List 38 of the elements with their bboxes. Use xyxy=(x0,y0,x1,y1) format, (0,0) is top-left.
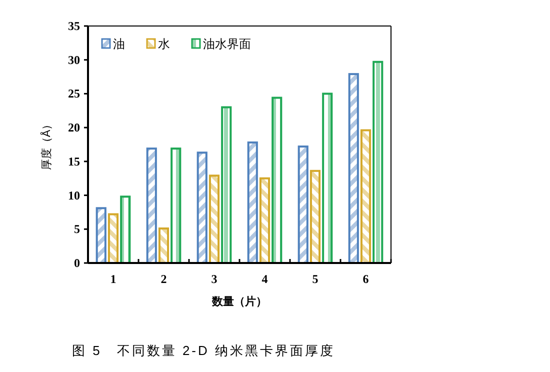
bar xyxy=(298,146,308,264)
x-axis-title: 数量（片） xyxy=(211,295,267,308)
bar xyxy=(170,148,182,264)
y-axis-title: 厚度（Å） xyxy=(40,118,53,170)
bar xyxy=(259,177,270,264)
bar xyxy=(120,196,131,264)
bar xyxy=(272,96,282,264)
x-tick-label: 4 xyxy=(262,272,268,286)
legend-label: 油水界面 xyxy=(203,37,251,51)
x-tick-label: 2 xyxy=(160,272,167,286)
bar xyxy=(322,92,333,264)
x-tick-label: 5 xyxy=(312,272,318,286)
y-tick-label: 30 xyxy=(68,52,80,67)
y-tick-label: 0 xyxy=(74,256,80,270)
bar xyxy=(208,174,220,264)
legend-label: 油 xyxy=(113,37,125,51)
y-tick-label: 5 xyxy=(74,222,80,236)
bar xyxy=(96,207,106,264)
y-tick-label: 35 xyxy=(68,19,80,33)
legend-label: 水 xyxy=(158,37,170,51)
caption: 图 5 不同数量 2-D 纳米黑卡界面厚度 xyxy=(72,343,336,358)
y-tick-label: 25 xyxy=(68,86,80,101)
x-tick-label: 1 xyxy=(110,272,116,286)
y-tick-label: 10 xyxy=(68,188,80,202)
bar xyxy=(158,227,170,264)
y-tick-label: 20 xyxy=(68,120,80,135)
bar xyxy=(196,152,208,264)
bar xyxy=(360,129,372,264)
bar xyxy=(372,60,384,264)
x-tick-label: 6 xyxy=(362,272,369,286)
bar xyxy=(146,148,157,264)
bar xyxy=(310,170,321,264)
bar xyxy=(221,106,232,264)
bar xyxy=(348,73,359,264)
bar xyxy=(247,141,258,264)
bar xyxy=(108,213,119,264)
y-tick-label: 15 xyxy=(68,154,80,168)
x-tick-label: 3 xyxy=(211,272,218,286)
